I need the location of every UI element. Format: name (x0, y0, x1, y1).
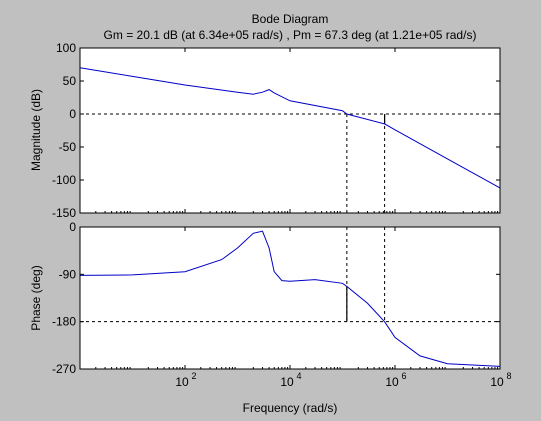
mag-y-tick-label: 100 (56, 41, 76, 55)
x-tick-label: 10 (490, 375, 504, 389)
chart-subtitle: Gm = 20.1 dB (at 6.34e+05 rad/s) , Pm = … (104, 28, 477, 42)
mag-y-tick-label: -50 (59, 140, 77, 154)
x-axis-label: Frequency (rad/s) (243, 401, 338, 415)
x-tick-label: 10 (280, 375, 294, 389)
magnitude-curve (79, 67, 501, 189)
x-tick-label-exponent: 8 (506, 371, 511, 381)
x-tick-label-exponent: 2 (191, 371, 196, 381)
phase-ylabel: Phase (deg) (29, 265, 43, 330)
chart-title: Bode Diagram (252, 12, 329, 26)
phase-plot-area (79, 226, 501, 370)
phase-y-tick-label: 0 (69, 220, 76, 234)
mag-y-tick-label: 0 (69, 107, 76, 121)
x-tick-label-exponent: 6 (401, 371, 406, 381)
mag-y-tick-label: 50 (63, 74, 77, 88)
mag-y-tick-label: -100 (52, 173, 76, 187)
phase-axes (79, 226, 501, 370)
magnitude-ylabel: Magnitude (dB) (29, 89, 43, 171)
phase-y-tick-label: -270 (52, 362, 76, 376)
x-tick-label-exponent: 4 (296, 371, 301, 381)
mag-y-tick-label: -150 (52, 206, 76, 220)
phase-frame (79, 226, 501, 370)
phase-y-tick-label: -90 (59, 267, 77, 281)
x-tick-label: 10 (175, 375, 189, 389)
magnitude-plot-area (79, 47, 501, 214)
phase-curve (79, 230, 501, 367)
x-tick-label: 10 (385, 375, 399, 389)
magnitude-axes (79, 47, 501, 214)
magnitude-frame (79, 47, 501, 214)
phase-y-tick-label: -180 (52, 315, 76, 329)
